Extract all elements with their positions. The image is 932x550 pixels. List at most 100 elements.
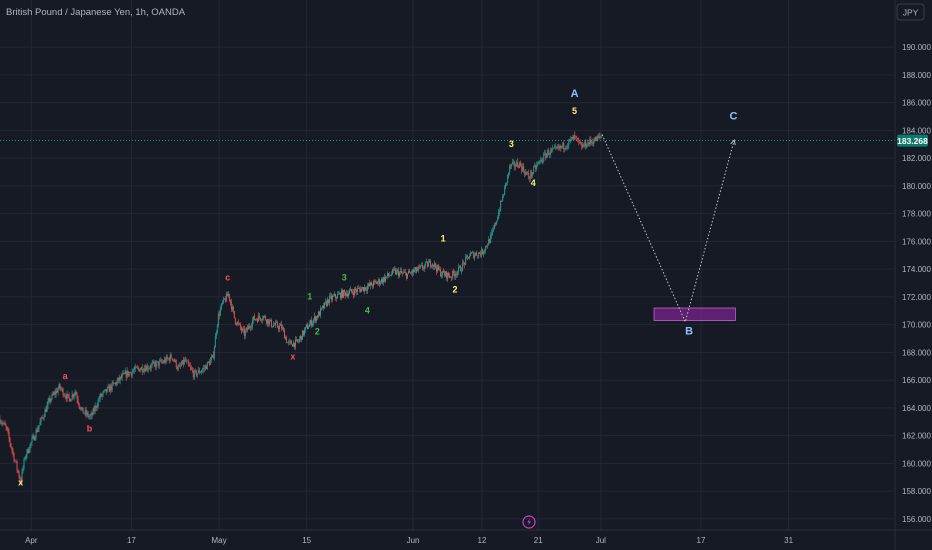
candle-body: [420, 265, 422, 267]
candle-body: [20, 480, 22, 482]
candle-body: [549, 154, 551, 155]
candle-body: [205, 365, 207, 370]
candle-body: [403, 272, 405, 274]
x-tick-label: Jul: [596, 536, 606, 545]
candle-body: [544, 153, 546, 155]
candle-body: [89, 415, 91, 417]
candle-body: [365, 287, 366, 290]
candle-body: [522, 166, 524, 171]
candle-body: [160, 360, 162, 363]
candle-body: [100, 393, 102, 397]
candle-body: [101, 394, 103, 397]
candle-body: [38, 425, 40, 429]
candle-body: [139, 369, 141, 372]
candle-body: [124, 371, 126, 374]
candle-body: [359, 288, 360, 290]
candle-body: [172, 359, 174, 361]
candle-body: [218, 314, 220, 316]
candle-body: [355, 288, 356, 291]
candle-body: [230, 302, 232, 310]
candle-body: [30, 442, 32, 445]
candle-body: [573, 135, 575, 140]
candle-body: [514, 161, 516, 167]
candle-body: [475, 252, 477, 255]
x-tick-label: 12: [477, 536, 486, 545]
candle-body: [444, 272, 446, 276]
candle-body: [384, 277, 385, 282]
candle-body: [487, 245, 489, 247]
candle-body: [388, 273, 389, 276]
candle-body: [0, 422, 2, 424]
candle-body: [173, 359, 175, 362]
candle-body: [105, 389, 107, 393]
candle-body: [409, 271, 411, 273]
x-tick-label: Apr: [25, 536, 38, 545]
candle-body: [554, 146, 556, 148]
lightning-icon: [527, 518, 531, 526]
candle-body: [154, 363, 156, 368]
candle-body: [582, 144, 584, 148]
candle-body: [201, 369, 203, 372]
candle-body: [65, 396, 67, 400]
y-tick-label: 168.000: [902, 348, 931, 357]
candles-layer: [0, 131, 603, 484]
candle-body: [314, 316, 316, 322]
candle-body: [108, 386, 110, 392]
candle-body: [18, 471, 20, 478]
candle-body: [518, 166, 520, 168]
candle-body: [483, 251, 485, 254]
candle-body: [584, 141, 586, 146]
candle-body: [445, 271, 447, 276]
candle-body: [327, 299, 328, 306]
candle-body: [13, 453, 15, 461]
candle-body: [566, 146, 568, 149]
candle-body: [364, 287, 365, 292]
candle-body: [500, 200, 502, 211]
candle-body: [8, 431, 10, 439]
candle-body: [44, 409, 46, 417]
candle-body: [596, 136, 598, 141]
candle-body: [583, 144, 585, 146]
candle-body: [424, 265, 426, 269]
candle-body: [15, 461, 17, 462]
candle-body: [88, 416, 90, 418]
candle-body: [284, 337, 286, 339]
candle-body: [223, 298, 225, 300]
candle-body: [175, 360, 177, 368]
candle-body: [543, 154, 545, 161]
candle-body: [61, 388, 63, 390]
currency-button[interactable]: JPY: [896, 3, 925, 21]
candle-body: [272, 324, 274, 327]
candle-body: [498, 212, 500, 219]
wave-labels-layer: x a b c x 1 2 3 4 1 2 3 4 5 A B C: [18, 88, 737, 487]
candle-body: [600, 135, 602, 137]
candle-body: [228, 294, 230, 300]
candle-body: [109, 385, 111, 392]
candle-body: [552, 148, 554, 150]
candle-body: [404, 272, 406, 273]
wave-label-3: 3: [509, 139, 514, 149]
candle-body: [328, 299, 329, 304]
candle-body: [161, 361, 163, 363]
candle-body: [262, 316, 264, 319]
candle-body: [342, 290, 343, 298]
candle-body: [133, 369, 135, 371]
candle-body: [220, 303, 222, 309]
candle-body: [479, 252, 481, 254]
y-tick-label: 172.000: [902, 293, 931, 302]
candle-body: [465, 257, 467, 265]
candle-body: [132, 370, 134, 372]
candle-body: [354, 288, 355, 296]
candle-body: [255, 319, 257, 320]
candle-body: [254, 319, 256, 320]
candle-body: [43, 416, 45, 419]
lightning-button[interactable]: [522, 515, 536, 529]
candle-body: [37, 428, 39, 432]
candle-body: [337, 294, 338, 299]
candle-body: [564, 148, 566, 150]
candle-body: [140, 367, 142, 370]
candle-body: [246, 327, 248, 330]
candle-body: [537, 163, 539, 166]
candle-body: [181, 360, 183, 365]
